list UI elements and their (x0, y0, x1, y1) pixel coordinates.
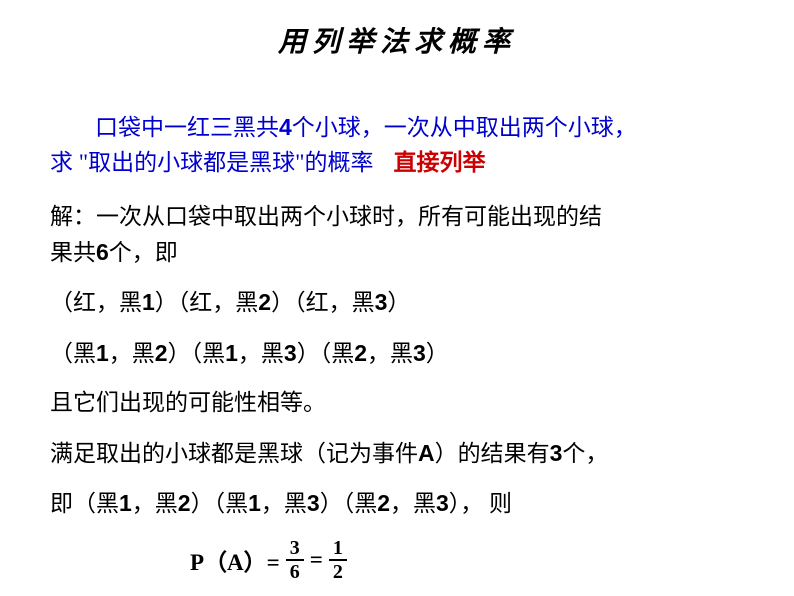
num: 3 (413, 340, 426, 366)
num: 1 (142, 289, 155, 315)
event-a: A (418, 440, 435, 466)
outcome-text: ）（黑 (168, 341, 226, 366)
event-text: ）， 则 (449, 491, 512, 516)
outcome-text: ）（红，黑 (271, 290, 375, 315)
event-text: 即（黑 (50, 491, 119, 516)
outcome-text: ，黑 (238, 341, 284, 366)
event-text: ）的结果有 (435, 441, 550, 466)
num: 3 (307, 490, 320, 516)
fraction-2: 1 2 (329, 537, 347, 583)
num: 2 (377, 490, 390, 516)
num: 3 (375, 289, 388, 315)
solution-intro: 解：一次从口袋中取出两个小球时，所有可能出现的结 果共6个，即 (50, 200, 744, 270)
event-text: ）（黑 (320, 491, 378, 516)
numerator: 1 (329, 537, 347, 559)
problem-text-1b: 个小球，一次从中取出两个小球， (292, 115, 637, 140)
count-3: 3 (550, 440, 563, 466)
probability-formula: P（A）= 3 6 = 1 2 (190, 537, 744, 583)
intro-text-1: 解：一次从口袋中取出两个小球时，所有可能出现的结 (50, 204, 602, 229)
outcome-text: ）（黑 (297, 341, 355, 366)
outcome-text: ，黑 (367, 341, 413, 366)
denominator: 6 (286, 559, 304, 583)
num: 2 (155, 340, 168, 366)
outcomes-row-2: （黑1，黑2）（黑1，黑3）（黑2，黑3） (50, 336, 744, 372)
outcome-text: ）（红，黑 (155, 290, 259, 315)
problem-text-1: 口袋中一红三黑共 (95, 115, 279, 140)
outcome-text: ，黑 (109, 341, 155, 366)
event-text: 满足取出的小球都是黑球（记为事件 (50, 441, 418, 466)
outcomes-row-1: （红，黑1）（红，黑2）（红，黑3） (50, 285, 744, 321)
equal-probability: 且它们出现的可能性相等。 (50, 386, 744, 421)
problem-statement: 口袋中一红三黑共4个小球，一次从中取出两个小球， 求 "取出的小球都是黑球"的概… (50, 110, 744, 180)
event-text: ，黑 (390, 491, 436, 516)
solution-block: 解：一次从口袋中取出两个小球时，所有可能出现的结 果共6个，即 （红，黑1）（红… (50, 200, 744, 522)
intro-text-2: 果共 (50, 240, 96, 265)
fraction-1: 3 6 (286, 537, 304, 583)
count-6: 6 (96, 239, 109, 265)
num: 2 (178, 490, 191, 516)
num: 1 (225, 340, 238, 366)
num: 3 (436, 490, 449, 516)
num: 3 (284, 340, 297, 366)
event-description: 满足取出的小球都是黑球（记为事件A）的结果有3个， (50, 436, 744, 472)
formula-prefix: P（A）= (190, 543, 280, 577)
problem-text-2: 求 "取出的小球都是黑球"的概率 (50, 150, 374, 175)
num: 1 (96, 340, 109, 366)
outcome-text: （红，黑 (50, 290, 142, 315)
numerator: 3 (286, 537, 304, 559)
method-label: 直接列举 (394, 150, 486, 175)
outcome-text: ） (387, 290, 410, 315)
outcome-text: ） (426, 341, 449, 366)
event-text: 个， (562, 441, 608, 466)
outcome-text: （黑 (50, 341, 96, 366)
num: 2 (354, 340, 367, 366)
num: 1 (119, 490, 132, 516)
event-text: ，黑 (132, 491, 178, 516)
event-text: ）（黑 (191, 491, 249, 516)
num: 1 (248, 490, 261, 516)
denominator: 2 (329, 559, 347, 583)
event-text: ，黑 (261, 491, 307, 516)
intro-text-2b: 个，即 (109, 240, 178, 265)
equals-sign: = (310, 547, 323, 573)
count-4: 4 (279, 114, 292, 140)
num: 2 (258, 289, 271, 315)
event-outcomes: 即（黑1，黑2）（黑1，黑3）（黑2，黑3）， 则 (50, 486, 744, 522)
page-title: 用列举法求概率 (50, 20, 744, 60)
